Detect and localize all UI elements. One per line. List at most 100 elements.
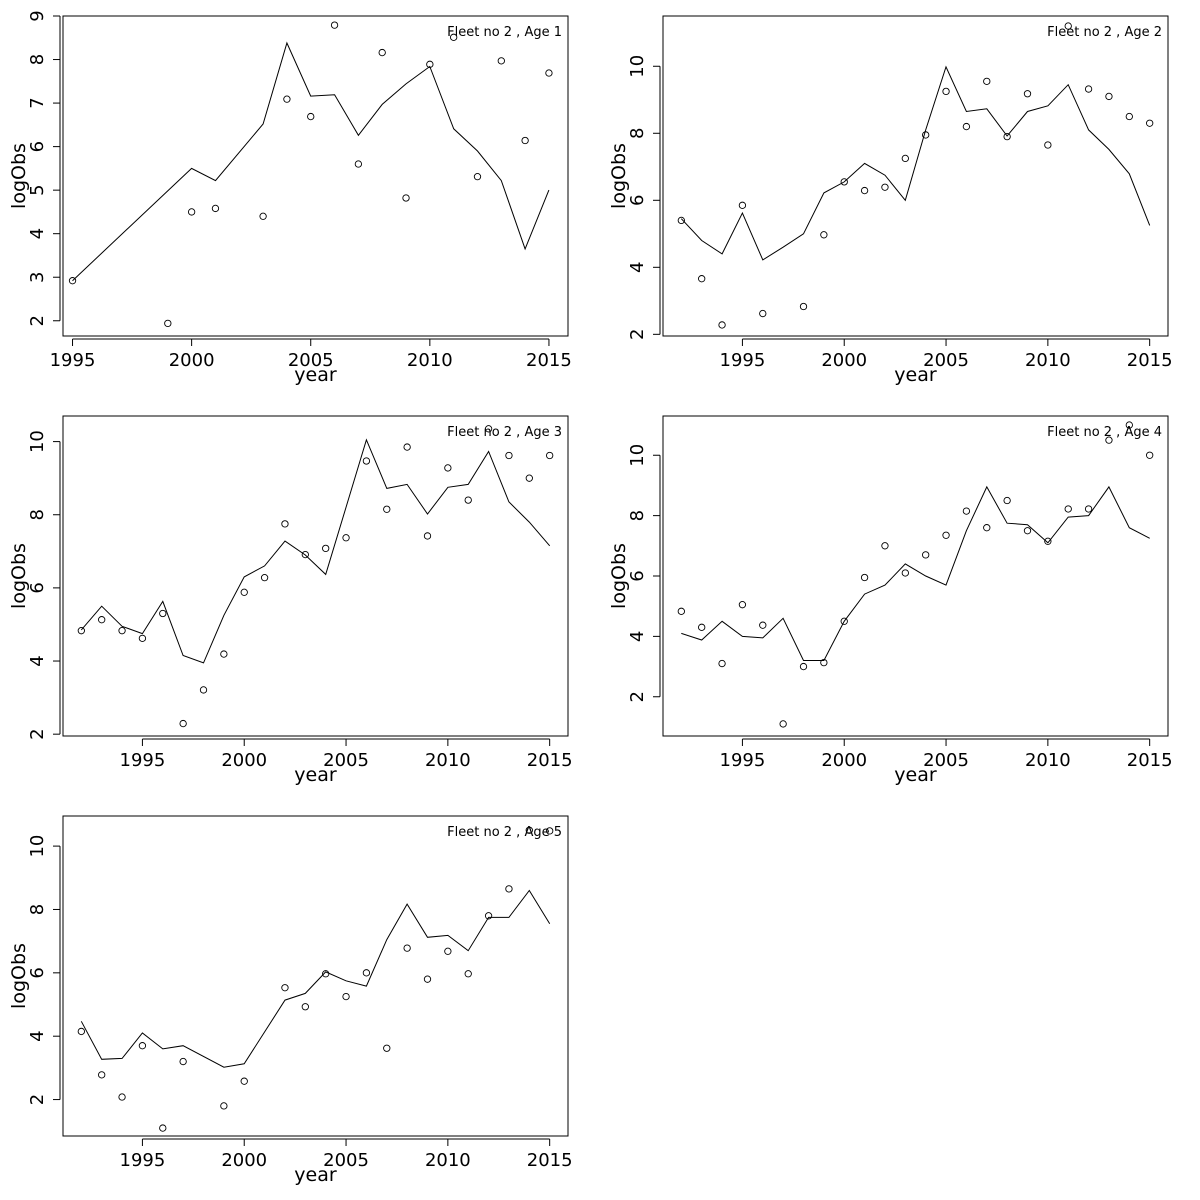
observed-point [426, 60, 434, 68]
observed-point [301, 550, 309, 559]
observed-point [901, 569, 909, 577]
observed-point [159, 1124, 167, 1132]
fitted-line [681, 485, 1150, 661]
observed-point [342, 992, 350, 1001]
x-tick-label: 2005 [923, 350, 969, 371]
observed-point [698, 623, 706, 631]
y-tick-label: 6 [27, 582, 48, 593]
x-tick-label: 2005 [923, 750, 969, 771]
observed-point [525, 826, 533, 834]
y-tick-label: 8 [27, 904, 48, 915]
panel-title: Fleet no 2 , Age 5 [447, 825, 562, 840]
observed-point [1146, 119, 1154, 127]
observed-point [779, 720, 787, 728]
panel-title: Fleet no 2 , Age 4 [1047, 425, 1162, 440]
x-tick-label: 2015 [1127, 750, 1173, 771]
observed-point [322, 544, 330, 553]
panel-3: 1995 2000 2005 2010 2015 2 4 6 8 10 year logObs Flee… [8, 415, 573, 786]
y-axis-title: logObs [608, 143, 630, 209]
observed-point [354, 160, 363, 168]
observed-point [138, 634, 147, 643]
y-tick-label: 4 [627, 262, 648, 273]
y-tick-label: 2 [627, 329, 648, 340]
panel-4: 1995 2000 2005 2010 2015 2 4 6 8 10 year logObs Flee… [608, 415, 1173, 786]
x-tick-label: 2015 [527, 1150, 573, 1171]
observed-point [497, 57, 505, 65]
y-tick-label: 8 [27, 54, 48, 65]
y-tick-label: 5 [27, 184, 48, 195]
fitted-line [80, 438, 551, 664]
observed-point [444, 464, 452, 472]
x-axis-title: year [294, 364, 337, 386]
observed-point [362, 457, 371, 465]
y-tick-label: 4 [627, 631, 648, 642]
y-tick-label: 4 [27, 1030, 48, 1041]
observed-point [546, 451, 554, 460]
observed-point [199, 686, 208, 694]
observed-point [881, 183, 889, 191]
observed-point [283, 95, 291, 103]
observed-point [840, 617, 848, 625]
observed-point [718, 659, 726, 668]
observed-point [464, 496, 472, 504]
observed-point [759, 621, 767, 629]
observed-point [450, 33, 458, 41]
observed-point [677, 607, 685, 615]
observed-point [77, 627, 85, 635]
y-tick-label: 2 [627, 691, 648, 702]
plot-frame [62, 415, 569, 737]
panel-2: 1995 2000 2005 2010 2015 2 4 6 8 10 year logObs Flee… [608, 15, 1173, 386]
x-axis-title: year [294, 764, 337, 786]
observed-point [1064, 505, 1072, 513]
observed-point [211, 204, 220, 213]
observed-point [677, 216, 685, 225]
observed-point [521, 136, 529, 145]
observed-point [942, 531, 950, 539]
observed-point [546, 827, 554, 835]
observed-point [1125, 112, 1133, 121]
y-tick-label: 6 [627, 195, 648, 206]
x-tick-label: 2000 [821, 750, 867, 771]
observed-point [423, 975, 432, 983]
x-tick-label: 2005 [288, 350, 334, 371]
plot-frame [62, 815, 569, 1137]
observed-point [1105, 436, 1113, 444]
plot-frame [662, 15, 1169, 337]
y-axis-title: logObs [8, 943, 30, 1009]
y-tick-label: 6 [627, 570, 648, 581]
observed-point [881, 542, 889, 550]
panel-title: Fleet no 2 , Age 2 [1047, 25, 1162, 40]
fitted-line [80, 889, 551, 1068]
observed-point [383, 505, 391, 513]
observed-point [260, 573, 269, 582]
y-tick-label: 4 [27, 655, 48, 666]
observed-point [138, 1042, 147, 1050]
panel-title: Fleet no 2 , Age 3 [447, 425, 562, 440]
observed-point [301, 1003, 309, 1011]
observed-point [240, 588, 248, 596]
observed-point [322, 970, 330, 978]
observed-point [403, 944, 411, 952]
observed-point [220, 1102, 228, 1110]
y-tick-label: 10 [627, 55, 648, 78]
plot-frame [62, 15, 569, 337]
observed-point [983, 77, 991, 85]
observed-point [799, 302, 808, 311]
x-tick-label: 1995 [120, 1150, 166, 1171]
x-tick-label: 1995 [120, 750, 166, 771]
observed-point [464, 970, 472, 978]
observed-point [159, 609, 167, 618]
x-tick-label: 2010 [425, 1150, 471, 1171]
observed-point [840, 178, 848, 186]
observed-point [922, 131, 930, 139]
observed-point [962, 122, 971, 131]
observed-point [1003, 132, 1011, 141]
observed-point [98, 616, 106, 624]
fitted-line [72, 41, 550, 282]
y-axis-title: logObs [8, 543, 30, 609]
observed-point [98, 1071, 106, 1079]
observed-point [525, 474, 533, 482]
x-tick-label: 1995 [720, 350, 766, 371]
observed-point [1044, 537, 1052, 545]
observed-point [799, 662, 808, 671]
